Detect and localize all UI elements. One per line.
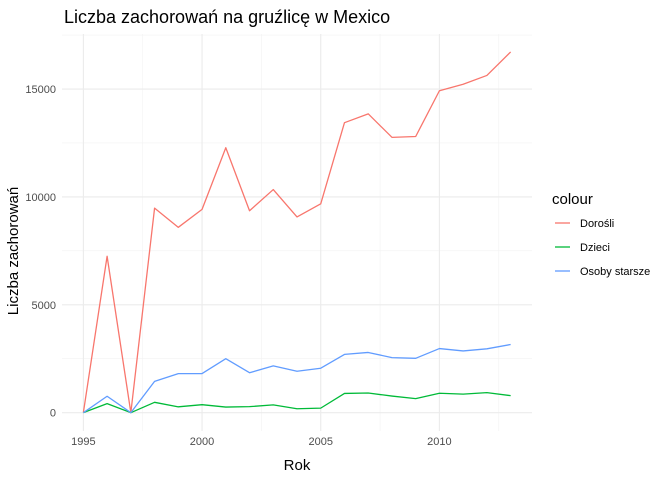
series-lines [82, 51, 512, 414]
legend-label: Dzieci [580, 242, 610, 254]
x-tick-label: 1995 [71, 436, 95, 448]
y-tick-label: 5000 [32, 300, 56, 312]
y-tick-label: 15000 [25, 84, 56, 96]
x-axis-ticks: 1995 2000 2005 2010 [71, 436, 452, 448]
x-axis-title: Rok [284, 457, 311, 474]
y-axis-title: Liczba zachorowań [5, 187, 22, 315]
legend-label: Osoby starsze [580, 266, 650, 278]
series-line-dzieci [83, 391, 511, 414]
x-tick-label: 2005 [308, 436, 332, 448]
legend-title: colour [552, 191, 593, 208]
y-axis-ticks: 0 5000 10000 15000 [25, 84, 56, 420]
series-line-osoby-starsze [82, 343, 511, 414]
chart-title: Liczba zachorowań na gruźlicę w Mexico [64, 7, 390, 27]
x-tick-label: 2000 [190, 436, 214, 448]
legend: colour Dorośli Dzieci Osoby starsze [552, 191, 650, 278]
legend-label: Dorośli [580, 218, 614, 230]
y-tick-label: 10000 [25, 192, 56, 204]
series-line-dorośli [82, 51, 512, 414]
y-tick-label: 0 [50, 408, 56, 420]
grid [62, 34, 532, 431]
x-tick-label: 2010 [427, 436, 451, 448]
